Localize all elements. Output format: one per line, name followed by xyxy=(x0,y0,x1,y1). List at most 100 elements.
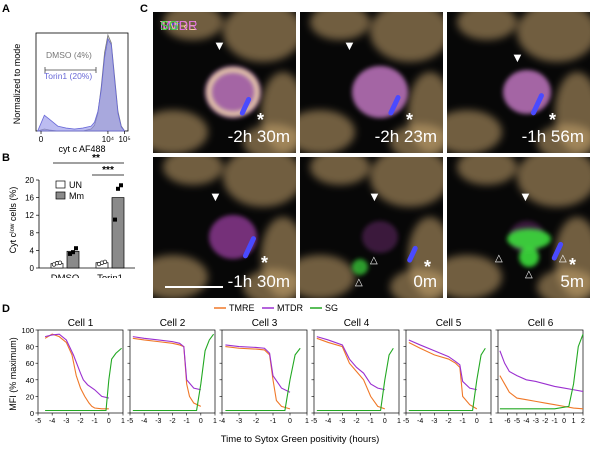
series-sg xyxy=(132,333,215,412)
scale-bar xyxy=(165,286,223,288)
panel-a-histogram: Normalized to mode DMSO (4%) Torin1 (20%… xyxy=(12,32,131,154)
x-tick-label: -1 xyxy=(92,418,98,425)
x-tick-label: 1 xyxy=(213,418,217,425)
tmre-background-cell xyxy=(243,124,296,153)
x-tick-label: -3 xyxy=(533,418,539,425)
panel-d-traces: TMRE MTDR SG MFI (% maximum) Time to Syt… xyxy=(8,303,585,445)
tmre-background-cell xyxy=(390,269,443,298)
cell-plot: Cell 1 -5 -4 -3 -2 -1 0 1 xyxy=(35,318,125,425)
series-tmre xyxy=(499,375,584,410)
sig-label-2: *** xyxy=(102,165,114,176)
legend-mtdr-channel: MTDR xyxy=(160,18,198,33)
panel-a-x-tick-label: 10⁵ xyxy=(119,135,131,144)
tmre-background-cell xyxy=(370,12,443,62)
open-arrowhead-icon: △ xyxy=(495,253,503,264)
torin1-histogram xyxy=(37,37,126,132)
cell-title: Cell 5 xyxy=(436,318,462,329)
data-point xyxy=(74,246,78,251)
x-tick-label: -3 xyxy=(339,418,345,425)
bar-mm-torin1 xyxy=(111,197,125,269)
cell-plot: Cell 2 -5 -4 -3 -2 -1 0 1 xyxy=(127,318,217,425)
x-tick-label: -2 xyxy=(353,418,359,425)
legend-tmre-channel: TMRE xyxy=(160,18,197,33)
panel-d-y-label: MFI (% maximum) xyxy=(8,337,18,411)
panel-a-x-ticks: 0 10⁴ 10⁵ xyxy=(39,131,131,144)
open-arrowhead-icon: △ xyxy=(370,255,378,266)
x-tick-label: 0 xyxy=(562,418,566,425)
x-tick-label: -5 xyxy=(35,418,41,425)
cell-plot: Cell 6 -6 -5 -4 -3 -2 -1 0 1 2 xyxy=(495,318,585,425)
legend-mm-channel: Mm xyxy=(160,18,182,33)
cell-title: Cell 4 xyxy=(344,318,370,329)
mm-bacterium xyxy=(242,236,256,259)
x-tick-label: -3 xyxy=(155,418,161,425)
panel-b-category-label: DMSO xyxy=(51,273,80,278)
x-tick-label: 1 xyxy=(305,418,309,425)
x-tick-label: -2 xyxy=(253,418,259,425)
panel-b-y-label: Cyt cˡᵒʷ cells (%) xyxy=(8,187,18,254)
x-tick-label: 0 xyxy=(288,418,292,425)
tmre-background-cell xyxy=(457,157,517,185)
timepoint-label: -1h 56m xyxy=(521,127,584,146)
x-tick-label: -3 xyxy=(431,418,437,425)
arrowhead-icon: ▼ xyxy=(368,189,381,204)
cell-title: Cell 6 xyxy=(528,318,554,329)
open-arrowhead-icon: △ xyxy=(559,253,567,264)
legend-un: UN xyxy=(69,180,82,190)
micrograph-tile: ▼ * △ △ 0m xyxy=(300,157,443,298)
timepoint-label: 5m xyxy=(560,272,584,291)
x-tick-label: -3 xyxy=(236,418,242,425)
mm-bacterium xyxy=(239,96,252,116)
mm-bacterium xyxy=(530,93,544,116)
open-arrowhead-icon: △ xyxy=(355,277,363,288)
timepoint-label: -1h 30m xyxy=(227,272,290,291)
panel-a-x-tick-label: 0 xyxy=(39,135,44,144)
micrograph-image xyxy=(153,12,296,153)
x-tick-label: 1 xyxy=(572,418,576,425)
tmre-background-cell xyxy=(300,110,355,153)
panel-d-legend: TMRE MTDR SG xyxy=(214,303,338,313)
cell-plot: Cell 3 -4 -3 -2 -1 0 1 xyxy=(219,318,309,425)
x-tick-label: -6 xyxy=(504,418,510,425)
x-tick-label: -4 xyxy=(49,418,55,425)
asterisk-marker: * xyxy=(261,253,269,273)
x-tick-label: -1 xyxy=(368,418,374,425)
cell-title: Cell 2 xyxy=(160,318,186,329)
panel-a-y-label: Normalized to mode xyxy=(12,44,22,125)
legend-tmre: TMRE xyxy=(229,303,255,313)
panel-b-y-tick-label: 16 xyxy=(25,194,34,203)
cell-plot: Cell 4 -5 -4 -3 -2 -1 0 1 xyxy=(311,318,401,425)
legend-sg-channel: SG xyxy=(160,18,179,33)
x-tick-label: 0 xyxy=(199,418,203,425)
series-tmre xyxy=(132,337,202,407)
legend-dmso: DMSO (4%) xyxy=(46,50,92,60)
series-mtdr xyxy=(499,350,584,392)
data-point xyxy=(116,186,120,191)
data-point xyxy=(119,183,123,188)
tmre-background-cell xyxy=(153,255,208,298)
panel-d-y-tick-label: 100 xyxy=(21,326,34,335)
series-tmre xyxy=(408,341,478,410)
panel-b-y-tick-label: 20 xyxy=(25,176,34,185)
panel-label-b: B xyxy=(2,152,10,164)
panel-d-y-tick-label: 20 xyxy=(26,392,34,401)
asterisk-marker: * xyxy=(549,110,557,130)
panel-d-y-tick-label: 80 xyxy=(26,343,34,352)
legend-un-swatch xyxy=(55,180,66,189)
panel-d-y-tick-label: 60 xyxy=(26,359,34,368)
micrograph-image xyxy=(300,12,443,153)
series-mtdr xyxy=(44,333,109,399)
x-tick-label: 1 xyxy=(489,418,493,425)
cell-plot-frame xyxy=(497,329,584,414)
panel-a-x-label: cyt c AF488 xyxy=(58,144,105,154)
x-tick-label: -4 xyxy=(325,418,331,425)
panel-d-x-label: Time to Sytox Green positivity (hours) xyxy=(221,434,380,445)
x-tick-label: -3 xyxy=(63,418,69,425)
x-tick-label: 0 xyxy=(107,418,111,425)
sg-signal xyxy=(519,247,539,267)
micrograph-tile: ▼ * -1h 56m xyxy=(447,12,590,153)
data-point xyxy=(71,250,75,255)
x-tick-label: -1 xyxy=(184,418,190,425)
arrowhead-icon: ▼ xyxy=(343,38,356,53)
